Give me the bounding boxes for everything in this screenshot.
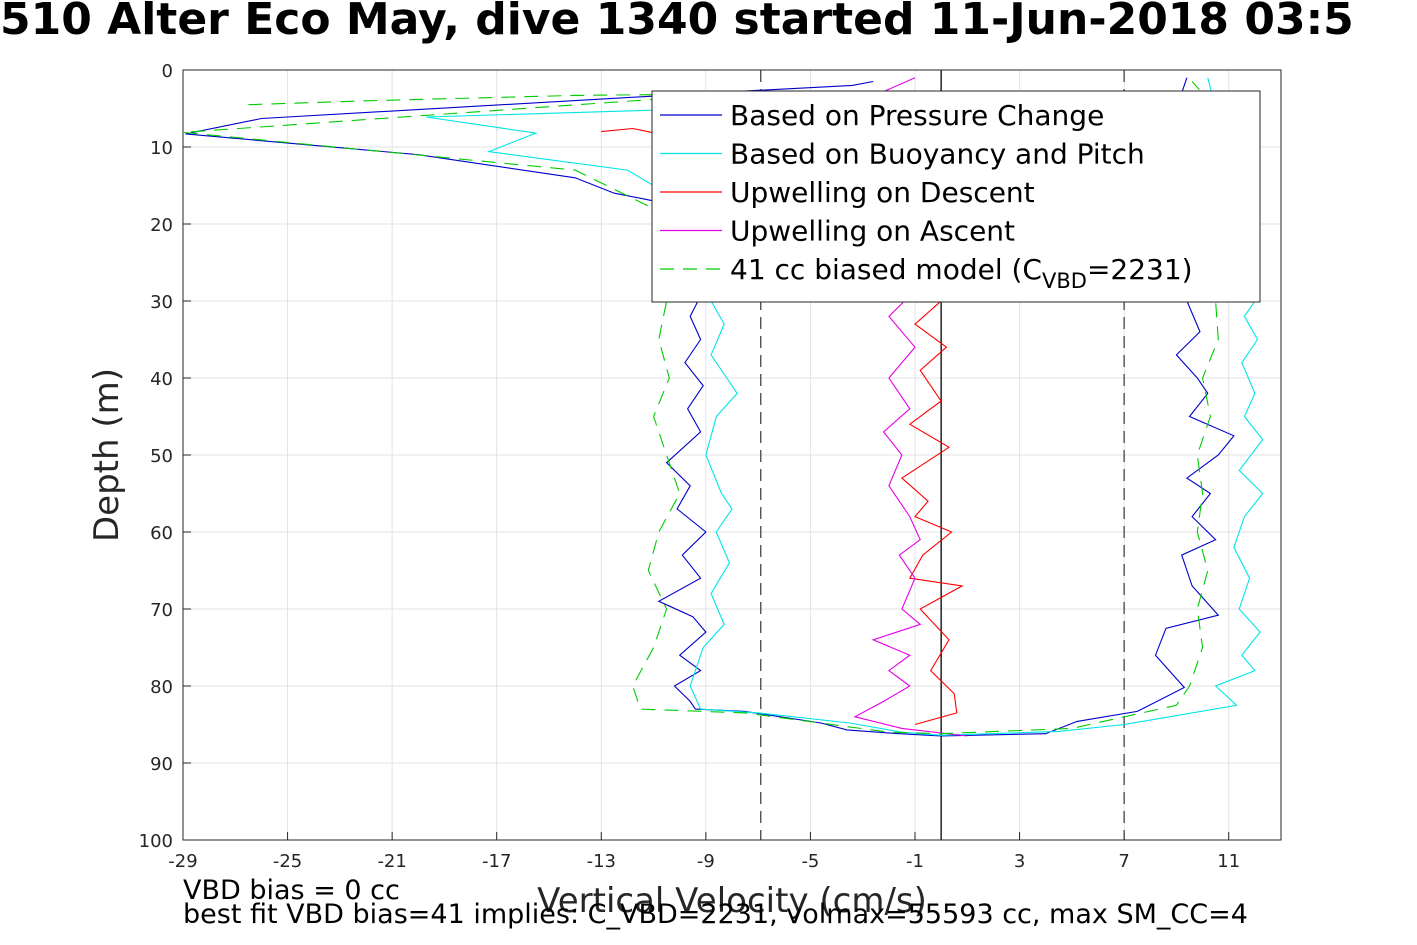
chart-title: 510 Alter Eco May, dive 1340 started 11-… — [0, 0, 1354, 45]
y-axis-label: Depth (m) — [87, 368, 127, 542]
x-tick-label: -29 — [168, 851, 197, 872]
y-tick-label: 30 — [150, 292, 173, 313]
y-tick-label: 50 — [150, 446, 173, 467]
legend: Based on Pressure Change Based on Buoyanc… — [651, 90, 1261, 303]
x-tick-label: -25 — [273, 851, 302, 872]
x-tick-labels: -29 -25 -21 -17 -13 -9 -5 -1 3 7 11 — [168, 851, 1240, 872]
x-tick-label: 3 — [1014, 851, 1025, 872]
y-tick-label: 20 — [150, 215, 173, 236]
legend-label: Upwelling on Descent — [730, 176, 1035, 209]
x-tick-label: -1 — [906, 851, 924, 872]
y-tick-labels: 0 10 20 30 40 50 60 70 80 90 100 — [139, 61, 173, 852]
x-tick-label: -5 — [801, 851, 819, 872]
legend-label: Based on Pressure Change — [730, 99, 1104, 132]
x-tick-label: -17 — [482, 851, 511, 872]
legend-box — [651, 90, 1261, 303]
x-tick-label: -13 — [587, 851, 616, 872]
plot-frame — [182, 69, 1282, 841]
y-tick-label: 70 — [150, 600, 173, 621]
y-tick-label: 80 — [150, 677, 173, 698]
legend-label: Upwelling on Ascent — [730, 215, 1015, 248]
y-tick-label: 0 — [162, 61, 173, 82]
x-tick-label: 11 — [1217, 851, 1240, 872]
y-tick-label: 40 — [150, 369, 173, 390]
legend-label: 41 cc biased model (CVBD=2231) — [730, 253, 1193, 293]
vbd-bias-note: VBD bias = 0 cc — [183, 875, 400, 906]
best-fit-note: best fit VBD bias=41 implies: C_VBD=2231… — [183, 899, 1248, 930]
y-tick-label: 10 — [150, 138, 173, 159]
legend-label: Based on Buoyancy and Pitch — [730, 138, 1145, 171]
y-tick-label: 100 — [139, 831, 173, 852]
series-line-4 — [853, 77, 968, 737]
y-tick-label: 60 — [150, 523, 173, 544]
x-tick-label: -9 — [697, 851, 715, 872]
x-tick-label: 7 — [1118, 851, 1129, 872]
y-tick-label: 90 — [150, 754, 173, 775]
x-tick-label: -21 — [377, 851, 406, 872]
x-axis-label: Vertical Velocity (cm/s) — [537, 881, 927, 921]
